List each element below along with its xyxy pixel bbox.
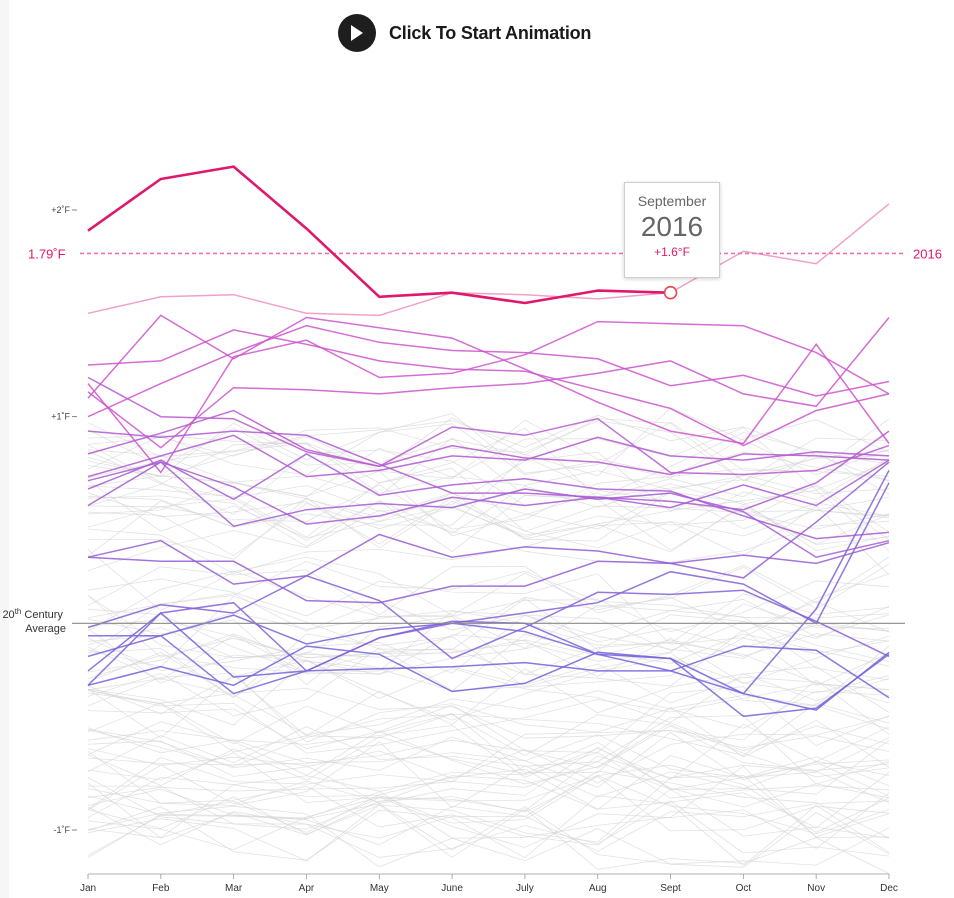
data-tooltip: September 2016 +1.6°F bbox=[624, 182, 720, 278]
x-tick-label: June bbox=[441, 883, 463, 894]
background-year-line bbox=[88, 421, 889, 481]
temperature-chart: 20th Century Average 1.79˚F 2016 +2˚F +1˚… bbox=[0, 0, 954, 898]
tooltip-year: 2016 bbox=[625, 211, 719, 243]
background-year-line bbox=[88, 595, 889, 661]
background-year-line bbox=[88, 801, 889, 858]
background-year-line bbox=[88, 596, 889, 658]
background-year-line bbox=[88, 804, 889, 865]
tooltip-anomaly: +1.6°F bbox=[625, 245, 719, 259]
x-tick-label: Nov bbox=[807, 883, 825, 894]
y-tick-label: +1˚F bbox=[51, 412, 70, 422]
x-tick-label: Mar bbox=[225, 883, 243, 894]
series-line-warm-d bbox=[88, 326, 889, 417]
tooltip-month: September bbox=[625, 193, 719, 209]
x-tick-label: May bbox=[370, 883, 389, 894]
background-year-line bbox=[88, 628, 889, 683]
baseline-label: 20th Century Average bbox=[2, 607, 66, 635]
x-axis: Jan Feb Mar Apr May June July Aug Sept Oct Nov Dec bbox=[80, 874, 898, 894]
y-tick-label: -1˚F bbox=[54, 825, 71, 835]
x-tick-label: Oct bbox=[736, 883, 752, 894]
reference-right-label: 2016 bbox=[913, 246, 942, 261]
x-tick-label: Jan bbox=[80, 883, 96, 894]
reference-left-label: 1.79˚F bbox=[28, 246, 66, 261]
x-tick-label: Sept bbox=[660, 883, 681, 894]
y-tick-label: +2˚F bbox=[51, 205, 70, 215]
series-line-warm-a bbox=[88, 330, 889, 446]
x-tick-label: Aug bbox=[589, 883, 607, 894]
background-year-line bbox=[88, 766, 889, 838]
background-year-line bbox=[88, 724, 889, 779]
series-2016-line bbox=[88, 167, 671, 303]
background-year-line bbox=[88, 652, 889, 703]
background-year-line bbox=[88, 498, 889, 559]
x-tick-label: Feb bbox=[152, 883, 170, 894]
background-year-line bbox=[88, 747, 889, 807]
background-year-line bbox=[88, 574, 889, 644]
x-tick-label: Apr bbox=[299, 883, 315, 894]
background-year-line bbox=[88, 428, 889, 498]
y-axis: +2˚F +1˚F -1˚F bbox=[51, 205, 77, 835]
background-year-line bbox=[88, 777, 889, 839]
background-year-line bbox=[88, 481, 889, 538]
x-tick-label: Dec bbox=[880, 883, 898, 894]
series-line-cool-e bbox=[88, 613, 889, 698]
series-line-warm-g bbox=[88, 377, 889, 474]
background-year-line bbox=[88, 415, 889, 481]
x-tick-label: July bbox=[516, 883, 534, 894]
september-2016-marker[interactable] bbox=[665, 287, 677, 299]
